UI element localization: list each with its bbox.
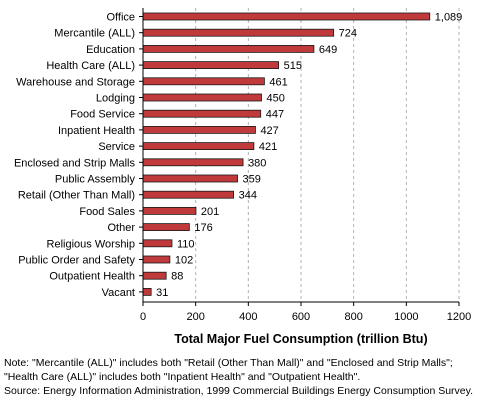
data-label: 447 (266, 109, 284, 121)
x-tick-label: 200 (186, 311, 204, 323)
bar (142, 223, 190, 232)
data-label: 102 (175, 255, 193, 267)
bar (142, 206, 197, 215)
grid-lines (195, 8, 460, 302)
data-label: 380 (248, 157, 266, 169)
category-label: Food Service (70, 109, 135, 121)
bar (142, 61, 280, 69)
x-tick-label: 600 (292, 311, 310, 323)
x-axis-title: Total Major Fuel Consumption (trillion B… (174, 332, 427, 346)
chart-notes: Note: "Mercantile (ALL)" includes both "… (4, 356, 492, 398)
category-label: Public Order and Safety (18, 255, 135, 267)
x-tick-label: 1200 (447, 311, 471, 323)
category-label: Education (86, 44, 135, 56)
x-tick-label: 400 (239, 311, 257, 323)
bar (142, 287, 152, 296)
data-label: 344 (239, 190, 257, 202)
category-label: Public Assembly (55, 174, 136, 186)
category-label: Vacant (102, 287, 135, 299)
bar (142, 190, 234, 199)
data-label: 515 (284, 60, 302, 72)
category-label: Health Care (ALL) (46, 60, 135, 72)
x-tick-label: 0 (140, 311, 146, 323)
note-line-2: "Health Care (ALL)" includes both "Inpat… (4, 371, 361, 383)
note-line-1: Note: "Mercantile (ALL)" includes both "… (4, 357, 453, 369)
category-label: Food Sales (79, 206, 135, 218)
bar (142, 93, 262, 102)
data-label: 649 (319, 44, 337, 56)
bar (142, 109, 262, 118)
data-label: 461 (269, 76, 287, 88)
bar (142, 126, 256, 134)
data-label: 88 (171, 271, 183, 283)
bar (142, 28, 335, 37)
data-label: 359 (243, 174, 261, 186)
data-label: 427 (260, 125, 278, 137)
x-tick-label: 1000 (394, 311, 418, 323)
category-label: Lodging (96, 93, 135, 105)
category-label: Religious Worship (47, 238, 135, 250)
data-label: 421 (259, 141, 277, 153)
data-label: 724 (339, 28, 357, 40)
bar (142, 239, 173, 248)
x-tick-label: 800 (344, 311, 362, 323)
source-line: Source: Energy Information Administratio… (4, 385, 474, 397)
category-label: Service (98, 141, 135, 153)
bar (142, 158, 244, 167)
category-label: Enclosed and Strip Malls (14, 157, 136, 169)
data-label: 201 (201, 206, 219, 218)
bar (142, 174, 238, 183)
category-label: Office (106, 12, 135, 24)
category-label: Mercantile (ALL) (54, 28, 135, 40)
category-label: Warehouse and Storage (16, 76, 135, 88)
bar (142, 45, 315, 53)
category-label: Outpatient Health (49, 271, 135, 283)
category-label: Other (107, 222, 135, 234)
category-label: Inpatient Health (58, 125, 135, 137)
bar (142, 12, 431, 21)
category-label: Retail (Other Than Mall) (18, 190, 135, 202)
axes: 0 200 400 600 800 1000 1200 Office Mercantile (A… (14, 8, 471, 323)
data-label: 110 (177, 238, 195, 250)
bar (142, 77, 265, 86)
data-label: 1,089 (435, 12, 463, 24)
data-label: 176 (194, 222, 212, 234)
bar (142, 255, 171, 264)
bar (142, 271, 167, 280)
bar (142, 142, 255, 151)
data-label: 31 (156, 287, 168, 299)
data-label: 450 (267, 93, 285, 105)
